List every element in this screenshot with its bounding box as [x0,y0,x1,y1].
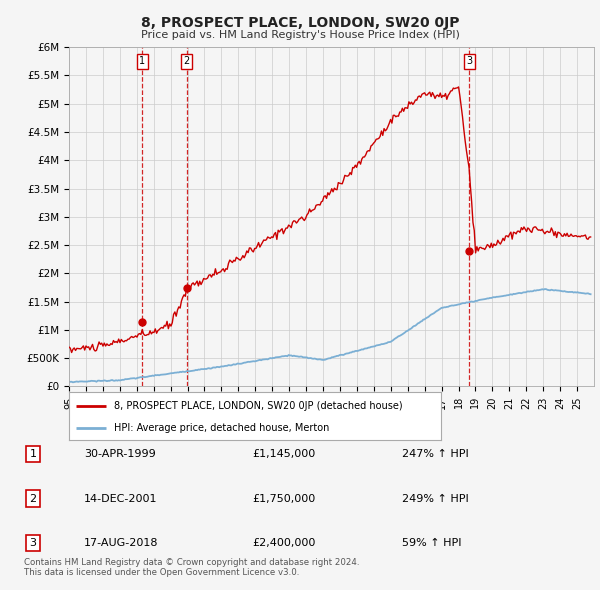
Text: 8, PROSPECT PLACE, LONDON, SW20 0JP (detached house): 8, PROSPECT PLACE, LONDON, SW20 0JP (det… [113,401,402,411]
Text: Price paid vs. HM Land Registry's House Price Index (HPI): Price paid vs. HM Land Registry's House … [140,30,460,40]
Text: 14-DEC-2001: 14-DEC-2001 [84,494,157,503]
Text: 247% ↑ HPI: 247% ↑ HPI [402,450,469,459]
Text: 17-AUG-2018: 17-AUG-2018 [84,538,158,548]
Text: 3: 3 [29,538,37,548]
Text: 2: 2 [184,56,190,66]
Text: 3: 3 [466,56,472,66]
Text: 249% ↑ HPI: 249% ↑ HPI [402,494,469,503]
Text: 8, PROSPECT PLACE, LONDON, SW20 0JP: 8, PROSPECT PLACE, LONDON, SW20 0JP [141,16,459,30]
Text: 2: 2 [29,494,37,503]
Text: Contains HM Land Registry data © Crown copyright and database right 2024.
This d: Contains HM Land Registry data © Crown c… [24,558,359,577]
Text: HPI: Average price, detached house, Merton: HPI: Average price, detached house, Mert… [113,423,329,432]
Text: £2,400,000: £2,400,000 [252,538,316,548]
Text: 1: 1 [29,450,37,459]
Text: £1,145,000: £1,145,000 [252,450,315,459]
Text: 59% ↑ HPI: 59% ↑ HPI [402,538,461,548]
Text: £1,750,000: £1,750,000 [252,494,315,503]
Text: 1: 1 [139,56,145,66]
Text: 30-APR-1999: 30-APR-1999 [84,450,156,459]
